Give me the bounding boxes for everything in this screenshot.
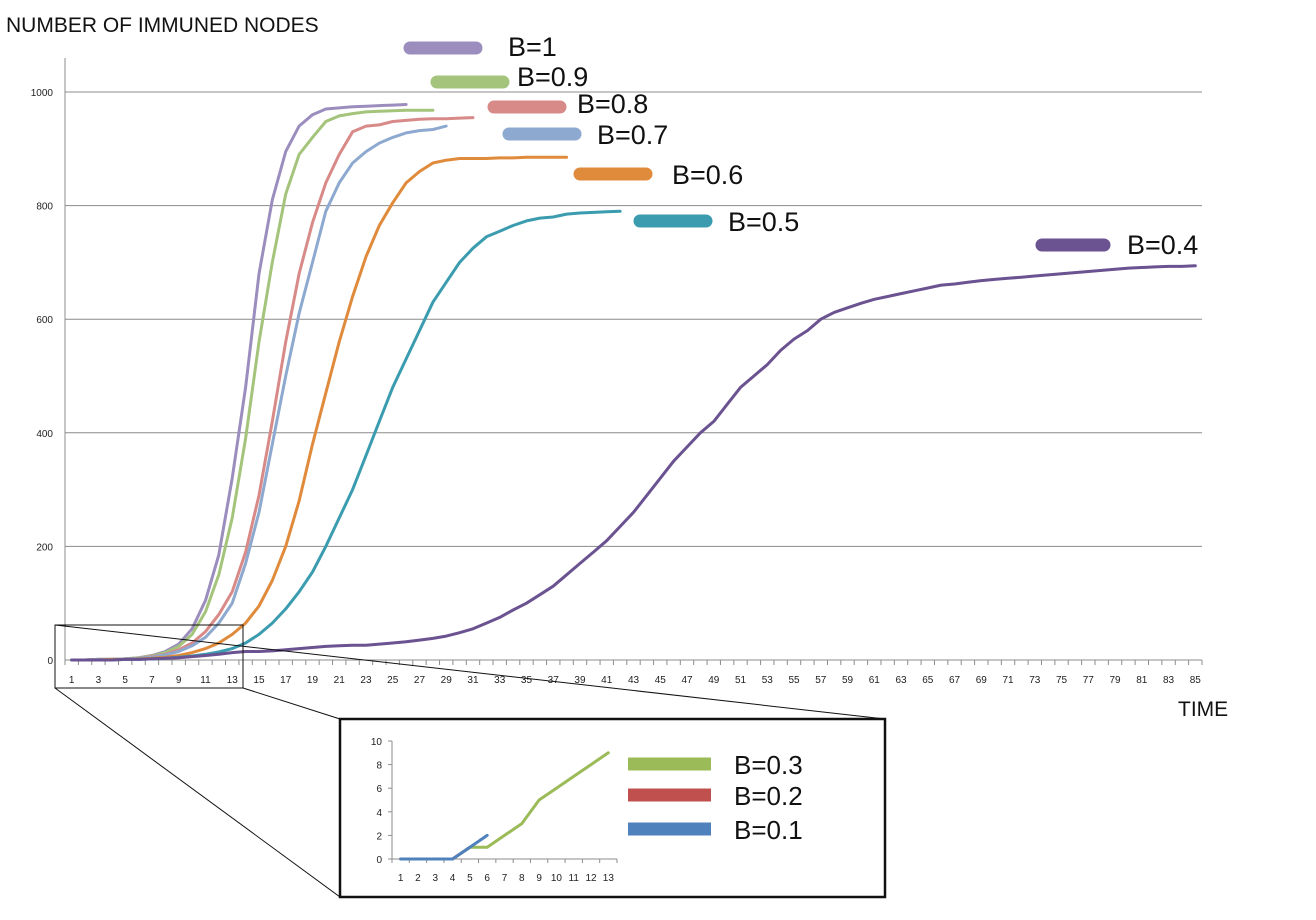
legend-label: B=1 (508, 32, 557, 62)
inset-legend-label: B=0.2 (734, 781, 803, 811)
x-tick-label: 35 (521, 675, 533, 686)
inset-y-tick-label: 0 (376, 855, 382, 866)
x-tick-label: 23 (360, 675, 372, 686)
x-tick-label: 67 (949, 675, 961, 686)
x-tick-label: 19 (307, 675, 319, 686)
inset-x-tick-label: 2 (415, 873, 421, 884)
inset-y-tick-label: 10 (371, 737, 383, 748)
inset-legend-label: B=0.1 (734, 815, 803, 845)
x-tick-label: 65 (922, 675, 934, 686)
legend-label: B=0.9 (517, 62, 588, 92)
x-tick-label: 85 (1190, 675, 1202, 686)
x-tick-label: 81 (1136, 675, 1148, 686)
x-tick-label: 69 (976, 675, 988, 686)
inset-x-tick-label: 10 (551, 873, 563, 884)
x-axis-title: TIME (1178, 698, 1228, 721)
legend-label: B=0.8 (577, 89, 648, 119)
x-tick-label: 59 (842, 675, 854, 686)
x-tick-label: 5 (122, 675, 128, 686)
x-tick-label: 25 (387, 675, 399, 686)
x-tick-label: 61 (869, 675, 881, 686)
y-tick-label: 0 (47, 656, 53, 667)
inset-legend-label: B=0.3 (734, 750, 803, 780)
x-tick-label: 31 (467, 675, 479, 686)
x-tick-label: 37 (548, 675, 560, 686)
inset-frame (338, 717, 887, 899)
inset-series-line-b-0-1 (399, 833, 489, 861)
x-tick-label: 15 (253, 675, 265, 686)
x-tick-label: 55 (788, 675, 800, 686)
inset-x-tick-label: 9 (536, 873, 542, 884)
zoom-connector-line (54, 687, 341, 898)
x-tick-label: 29 (441, 675, 453, 686)
inset-y-tick-label: 8 (376, 761, 382, 772)
series-line-b-1 (70, 103, 408, 662)
x-tick-label: 53 (762, 675, 774, 686)
x-tick-label: 63 (895, 675, 907, 686)
legend-label: B=0.5 (728, 207, 799, 237)
zoom-connector-lines (54, 624, 886, 898)
x-tick-label: 7 (149, 675, 155, 686)
x-tick-label: 49 (708, 675, 720, 686)
series-line-b-0-9 (70, 108, 435, 662)
inset-x-tick-label: 1 (398, 873, 404, 884)
x-tick-label: 21 (334, 675, 346, 686)
x-tick-label: 57 (815, 675, 827, 686)
x-tick-label: 41 (601, 675, 613, 686)
x-tick-label: 43 (628, 675, 640, 686)
inset-x-tick-label: 5 (467, 873, 473, 884)
legend-label: B=0.4 (1127, 230, 1198, 260)
y-tick-label: 1000 (31, 88, 54, 99)
x-tick-label: 13 (227, 675, 239, 686)
inset-x-tick-label: 4 (450, 873, 456, 884)
x-tick-label: 77 (1083, 675, 1095, 686)
series-line-b-0-5 (70, 209, 622, 662)
zoom-connector-line (54, 624, 886, 720)
zoom-region-box (54, 624, 244, 689)
inset-y-tick-label: 6 (376, 784, 382, 795)
x-tick-label: 3 (96, 675, 102, 686)
legend-label: B=0.7 (597, 120, 668, 150)
x-tick-label: 27 (414, 675, 426, 686)
x-tick-label: 83 (1163, 675, 1175, 686)
x-tick-label: 17 (280, 675, 292, 686)
series-line-b-0-4 (70, 264, 1197, 662)
x-tick-label: 51 (735, 675, 747, 686)
inset-x-tick-label: 3 (432, 873, 438, 884)
y-tick-label: 200 (36, 542, 53, 553)
inset-x-tick-label: 6 (484, 873, 490, 884)
inset-x-tick-label: 12 (585, 873, 597, 884)
inset-x-tick-label: 11 (569, 873, 580, 884)
y-axis-title: NUMBER OF IMMUNED NODES (6, 14, 319, 37)
x-tick-label: 9 (176, 675, 182, 686)
inset-y-tick-label: 4 (376, 808, 382, 819)
inset-x-tick-label: 7 (502, 873, 508, 884)
x-tick-label: 11 (200, 675, 211, 686)
x-tick-label: 47 (681, 675, 693, 686)
x-tick-label: 75 (1056, 675, 1068, 686)
inset-x-tick-label: 8 (519, 873, 525, 884)
x-tick-label: 71 (1002, 675, 1014, 686)
inset-x-tick-label: 13 (603, 873, 615, 884)
x-tick-label: 33 (494, 675, 506, 686)
x-tick-label: 73 (1029, 675, 1041, 686)
x-tick-label: 39 (574, 675, 586, 686)
y-tick-label: 800 (36, 202, 53, 213)
inset-y-tick-label: 2 (376, 831, 382, 842)
y-tick-label: 400 (36, 429, 53, 440)
legend-label: B=0.6 (672, 160, 743, 190)
x-tick-label: 79 (1109, 675, 1121, 686)
x-tick-label: 45 (655, 675, 667, 686)
x-tick-label: 1 (69, 675, 75, 686)
y-tick-label: 600 (36, 315, 53, 326)
zoom-connector-line (242, 687, 341, 720)
